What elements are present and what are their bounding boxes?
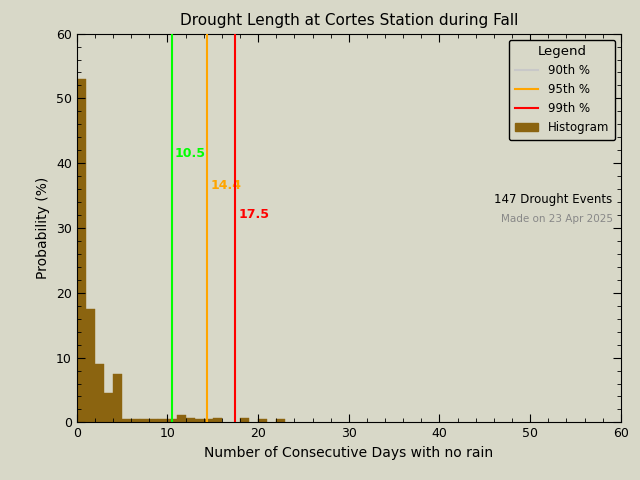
Bar	[122, 419, 131, 422]
Bar	[77, 79, 86, 422]
Text: Made on 23 Apr 2025: Made on 23 Apr 2025	[500, 215, 612, 224]
Bar	[276, 419, 285, 422]
Bar	[95, 364, 104, 422]
Bar	[140, 419, 149, 422]
Bar	[104, 393, 113, 422]
Text: 147 Drought Events: 147 Drought Events	[494, 193, 612, 206]
Bar	[177, 415, 186, 422]
Bar	[204, 419, 212, 422]
Bar	[86, 309, 95, 422]
Bar	[168, 419, 177, 422]
Bar	[158, 419, 168, 422]
Bar	[131, 419, 140, 422]
Bar	[258, 419, 268, 422]
Title: Drought Length at Cortes Station during Fall: Drought Length at Cortes Station during …	[180, 13, 518, 28]
Bar	[113, 374, 122, 422]
Bar	[195, 419, 204, 422]
Legend: 90th %, 95th %, 99th %, Histogram: 90th %, 95th %, 99th %, Histogram	[509, 39, 615, 140]
Text: 10.5: 10.5	[175, 147, 205, 160]
X-axis label: Number of Consecutive Days with no rain: Number of Consecutive Days with no rain	[204, 446, 493, 460]
Text: 14.4: 14.4	[210, 179, 241, 192]
Bar	[212, 418, 222, 422]
Bar	[186, 418, 195, 422]
Bar	[149, 419, 158, 422]
Y-axis label: Probability (%): Probability (%)	[36, 177, 51, 279]
Text: 17.5: 17.5	[238, 208, 269, 221]
Bar	[240, 418, 249, 422]
